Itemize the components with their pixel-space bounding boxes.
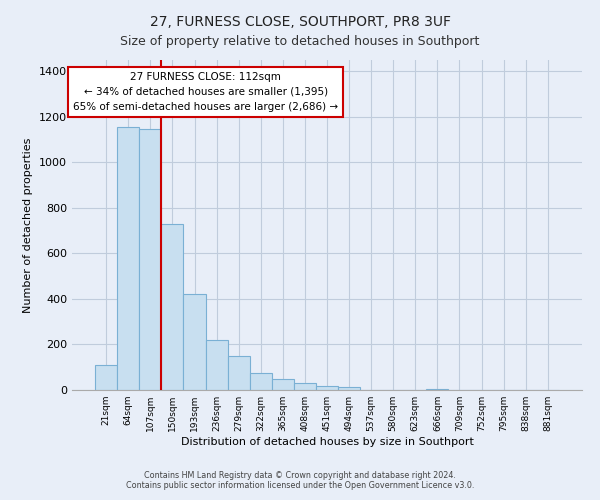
Bar bbox=[272, 378, 294, 390]
Bar bbox=[139, 130, 161, 390]
Bar bbox=[117, 127, 139, 390]
Bar bbox=[95, 365, 117, 390]
Bar bbox=[294, 383, 316, 390]
X-axis label: Distribution of detached houses by size in Southport: Distribution of detached houses by size … bbox=[181, 437, 473, 447]
Bar bbox=[427, 389, 448, 390]
Y-axis label: Number of detached properties: Number of detached properties bbox=[23, 138, 34, 312]
Text: 27, FURNESS CLOSE, SOUTHPORT, PR8 3UF: 27, FURNESS CLOSE, SOUTHPORT, PR8 3UF bbox=[149, 15, 451, 29]
Bar bbox=[316, 386, 338, 390]
Bar bbox=[184, 294, 206, 390]
Bar bbox=[206, 340, 227, 390]
Bar bbox=[250, 373, 272, 390]
Bar bbox=[161, 224, 184, 390]
Bar bbox=[227, 356, 250, 390]
Text: Contains HM Land Registry data © Crown copyright and database right 2024.
Contai: Contains HM Land Registry data © Crown c… bbox=[126, 470, 474, 490]
Bar bbox=[338, 387, 360, 390]
Text: Size of property relative to detached houses in Southport: Size of property relative to detached ho… bbox=[121, 35, 479, 48]
Text: 27 FURNESS CLOSE: 112sqm
← 34% of detached houses are smaller (1,395)
65% of sem: 27 FURNESS CLOSE: 112sqm ← 34% of detach… bbox=[73, 72, 338, 112]
